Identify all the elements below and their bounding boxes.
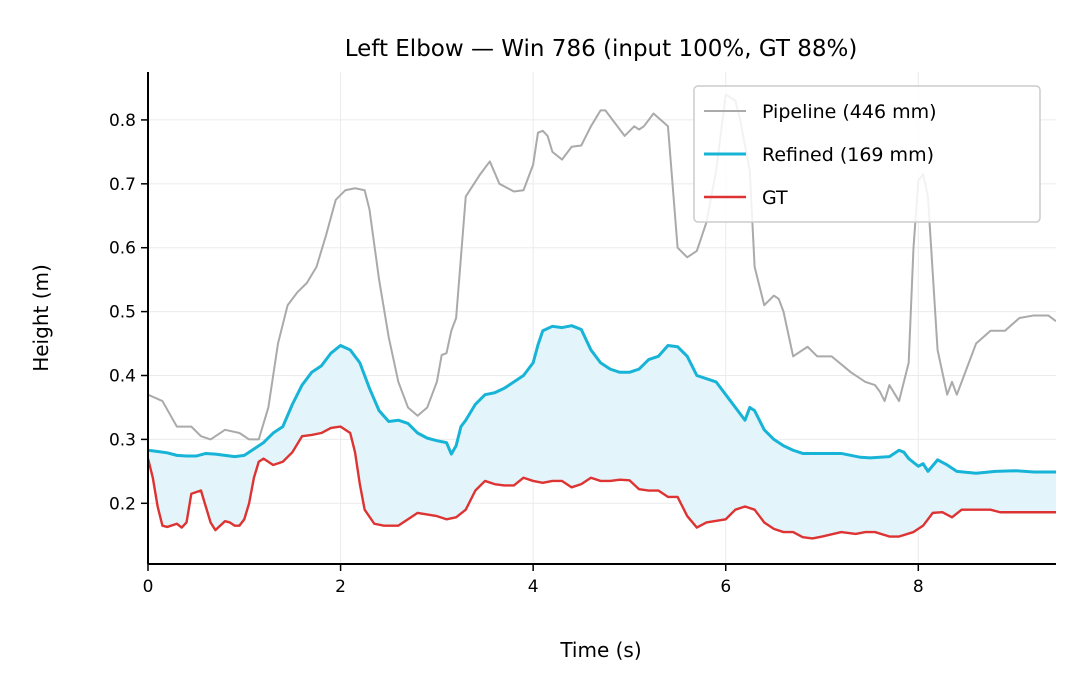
- y-tick-label: 0.4: [109, 367, 136, 387]
- legend-box: [693, 85, 1041, 223]
- legend-label-refined-169-mm: Refined (169 mm): [762, 144, 934, 166]
- x-tick-label: 8: [913, 577, 924, 597]
- x-tick-label: 2: [335, 577, 346, 597]
- y-tick-label: 0.5: [109, 303, 136, 323]
- y-tick-label: 0.7: [109, 175, 136, 195]
- chart-title: Left Elbow — Win 786 (input 100%, GT 88%…: [345, 36, 858, 62]
- series-lines: [148, 93, 1056, 540]
- y-axis-title: Height (m): [29, 264, 53, 372]
- series-line-pipeline-446-mm: [148, 93, 1056, 441]
- y-tick-label: 0.3: [109, 430, 136, 450]
- y-tick-label: 0.6: [109, 239, 136, 259]
- y-tick-label: 0.8: [109, 111, 136, 131]
- x-tick-label: 0: [143, 577, 154, 597]
- series-line-gt: [148, 425, 1056, 540]
- tick-labels: 0 2 4 6 8 0.2 0.3 0.4 0.5 0.6 0.7 0.8: [109, 111, 924, 597]
- x-axis-title: Time (s): [559, 638, 641, 662]
- refined-gt-fill: [148, 325, 1056, 539]
- x-tick-label: 6: [720, 577, 731, 597]
- legend-label-pipeline-446-mm: Pipeline (446 mm): [762, 101, 937, 123]
- legend-label-gt: GT: [762, 187, 788, 209]
- x-tick-label: 4: [528, 577, 539, 597]
- axes: [147, 72, 1056, 565]
- legend: Pipeline (446 mm) Refined (169 mm) GT: [693, 85, 1041, 223]
- fill-between-area: [148, 325, 1056, 539]
- series-line-refined-169-mm: [148, 324, 1056, 475]
- y-tick-label: 0.2: [109, 494, 136, 514]
